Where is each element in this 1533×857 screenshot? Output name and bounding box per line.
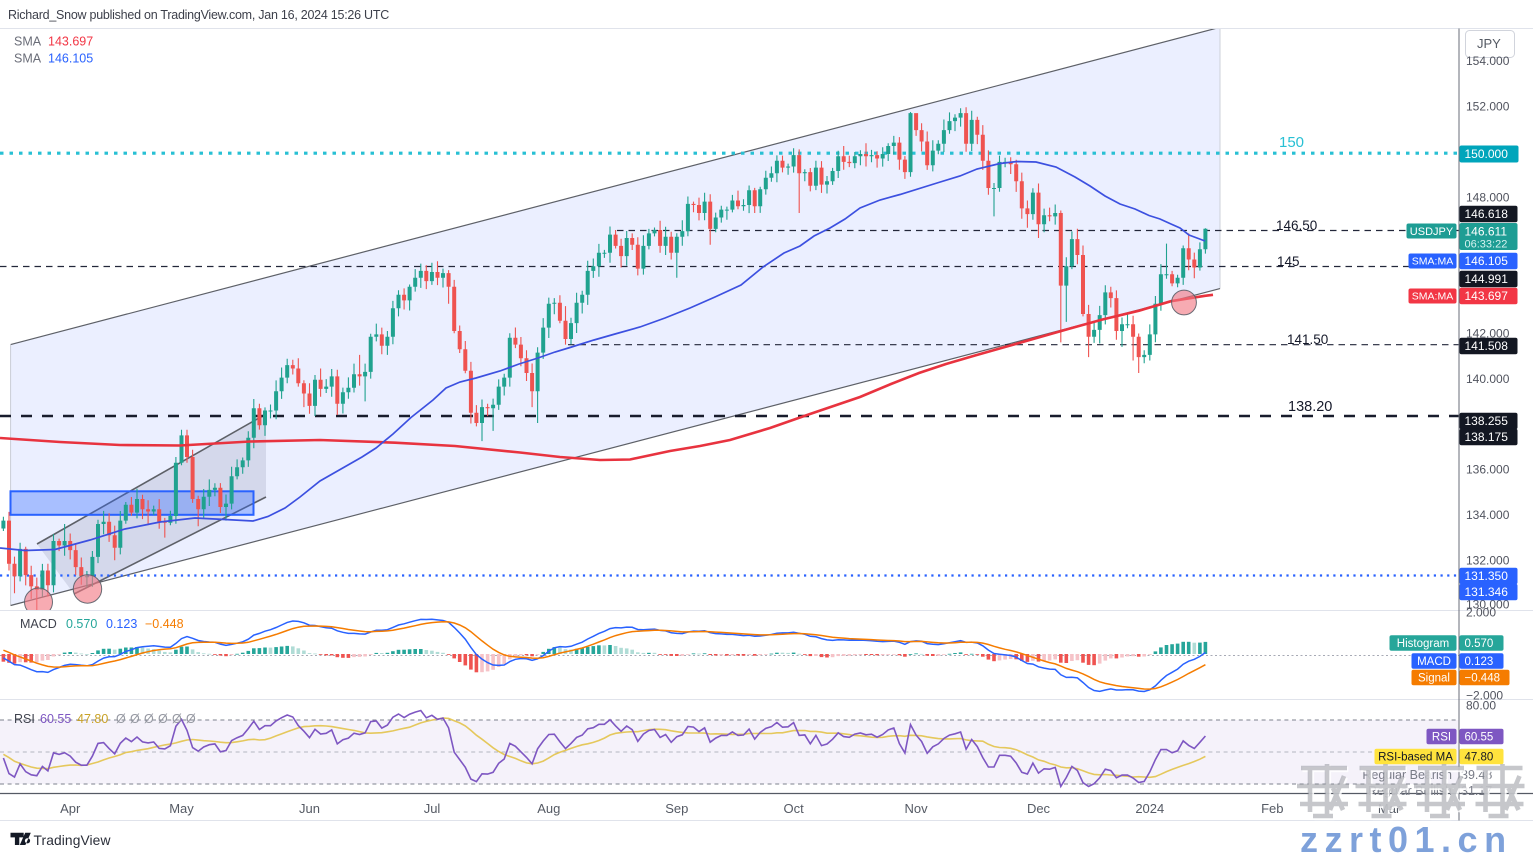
svg-text:154.000: 154.000: [1466, 54, 1510, 68]
svg-text:RSI-based MA: RSI-based MA: [1378, 752, 1453, 764]
svg-text:May: May: [169, 801, 194, 816]
svg-text:138.20: 138.20: [1288, 399, 1332, 415]
svg-text:80.00: 80.00: [1466, 699, 1496, 713]
svg-text:Ø: Ø: [116, 712, 126, 726]
svg-text:2024: 2024: [1135, 801, 1164, 816]
svg-text:0.123: 0.123: [106, 617, 137, 631]
svg-text:06:33:22: 06:33:22: [1465, 239, 1508, 251]
svg-text:RSI: RSI: [14, 712, 35, 726]
svg-text:132.000: 132.000: [1466, 554, 1510, 568]
svg-text:148.000: 148.000: [1466, 190, 1510, 204]
svg-text:Feb: Feb: [1261, 801, 1283, 816]
svg-text:Jun: Jun: [299, 801, 320, 816]
svg-text:141.508: 141.508: [1465, 339, 1509, 353]
svg-text:Jul: Jul: [424, 801, 441, 816]
svg-text:144.991: 144.991: [1465, 272, 1509, 286]
svg-text:−0.448: −0.448: [145, 617, 184, 631]
svg-text:143.697: 143.697: [1465, 289, 1509, 303]
svg-text:Ø: Ø: [172, 712, 182, 726]
svg-text:Nov: Nov: [905, 801, 929, 816]
svg-text:131.350: 131.350: [1465, 569, 1509, 583]
svg-text:USDJPY: USDJPY: [1410, 226, 1454, 238]
svg-text:0.123: 0.123: [1465, 656, 1494, 668]
svg-text:Ø: Ø: [158, 712, 168, 726]
svg-text:Sep: Sep: [665, 801, 688, 816]
svg-text:136.000: 136.000: [1466, 463, 1510, 477]
svg-text:zzrt01.cn: zzrt01.cn: [1300, 819, 1513, 857]
svg-text:Ø: Ø: [186, 712, 196, 726]
svg-text:Ø: Ø: [130, 712, 140, 726]
svg-text:150: 150: [1279, 134, 1304, 151]
svg-text:152.000: 152.000: [1466, 100, 1510, 114]
svg-text:47.80: 47.80: [77, 712, 108, 726]
svg-text:60.55: 60.55: [40, 712, 71, 726]
svg-text:146.50: 146.50: [1276, 218, 1317, 233]
svg-text:MACD: MACD: [1417, 656, 1451, 668]
svg-text:0.570: 0.570: [66, 617, 97, 631]
svg-text:60.55: 60.55: [1465, 732, 1494, 744]
svg-text:0.570: 0.570: [1465, 638, 1494, 650]
svg-text:141.50: 141.50: [1287, 332, 1328, 347]
svg-text:2.000: 2.000: [1466, 606, 1496, 620]
svg-text:Oct: Oct: [783, 801, 804, 816]
svg-text:138.255: 138.255: [1465, 414, 1509, 428]
svg-text:Apr: Apr: [60, 801, 81, 816]
svg-text:TradingView: TradingView: [34, 833, 111, 848]
svg-text:SMA: SMA: [14, 52, 42, 66]
svg-text:145: 145: [1277, 254, 1300, 269]
svg-text:146.105: 146.105: [48, 52, 93, 66]
svg-text:146.611: 146.611: [1465, 225, 1508, 239]
svg-text:Richard_Snow published on Trad: Richard_Snow published on TradingView.co…: [8, 8, 389, 22]
svg-text:142.000: 142.000: [1466, 327, 1510, 341]
svg-text:−2.000: −2.000: [1466, 689, 1503, 703]
svg-text:SMA:MA: SMA:MA: [1412, 256, 1453, 268]
svg-text:146.618: 146.618: [1465, 207, 1509, 221]
svg-text:SMA:MA: SMA:MA: [1412, 291, 1453, 303]
svg-text:130.000: 130.000: [1466, 598, 1510, 612]
svg-text:RSI: RSI: [1432, 732, 1451, 744]
svg-text:Dec: Dec: [1027, 801, 1051, 816]
svg-text:SMA: SMA: [14, 35, 42, 49]
svg-text:Signal: Signal: [1418, 673, 1450, 685]
svg-text:150.000: 150.000: [1465, 147, 1509, 161]
svg-text:140.000: 140.000: [1466, 372, 1510, 386]
svg-text:138.175: 138.175: [1465, 430, 1509, 444]
svg-text:143.697: 143.697: [48, 35, 93, 49]
svg-text:134.000: 134.000: [1466, 508, 1510, 522]
svg-text:Ø: Ø: [144, 712, 154, 726]
svg-text:47.80: 47.80: [1465, 752, 1494, 764]
svg-text:MACD: MACD: [20, 617, 57, 631]
svg-text:131.346: 131.346: [1465, 585, 1509, 599]
svg-text:Aug: Aug: [537, 801, 560, 816]
svg-text:146.105: 146.105: [1465, 254, 1509, 268]
svg-text:−0.448: −0.448: [1465, 673, 1501, 685]
svg-text:Histogram: Histogram: [1397, 638, 1449, 650]
svg-text:JPY: JPY: [1477, 36, 1501, 51]
